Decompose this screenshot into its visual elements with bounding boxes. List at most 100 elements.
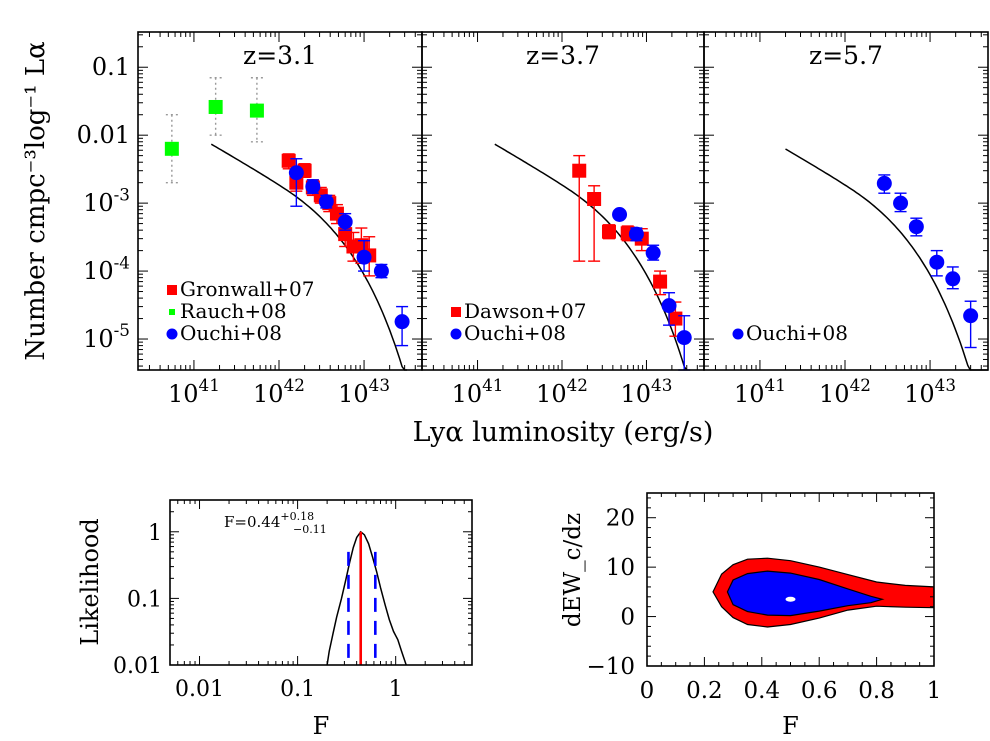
y-tick-label: 0.01	[113, 654, 162, 679]
x-tick-label: 1	[389, 677, 403, 702]
ticks-3	[704, 32, 988, 370]
x-tick-label-exp: 43	[935, 375, 956, 395]
legend-square	[451, 307, 461, 317]
contour-inner	[726, 570, 885, 617]
likelihood-curve	[326, 530, 407, 666]
legend-label: Ouchi+08	[746, 321, 848, 345]
data-square	[668, 311, 683, 326]
ticks	[646, 493, 935, 667]
x-tick-label: 1042	[536, 375, 588, 408]
data-square	[164, 141, 179, 156]
x-tick-label: 1043	[904, 375, 956, 408]
legend-label: Ouchi+08	[464, 321, 566, 345]
data-circle	[318, 194, 334, 210]
y-tick-label: 0.01	[77, 121, 130, 149]
data-circle	[337, 214, 353, 230]
panel-title: z=3.7	[526, 41, 600, 70]
panel-title: z=3.1	[243, 41, 317, 70]
x-tick-label-base: 10	[904, 380, 935, 408]
x-tick-label-base: 10	[734, 380, 765, 408]
data-square	[208, 99, 223, 114]
figure-root: 1041 1042 10430.10.0110-310-410-5z=3.1Gron…	[21, 31, 989, 740]
x-axis-label: F	[313, 712, 330, 740]
x-tick-label-exp: 43	[369, 375, 390, 395]
data-square	[587, 192, 602, 207]
data-circle	[963, 308, 979, 324]
x-tick-label: 0.01	[175, 677, 224, 702]
x-tick-label: 0.4	[744, 678, 781, 704]
x-tick-label: 1042	[253, 375, 305, 408]
x-tick-label-base: 10	[168, 380, 199, 408]
data-circle	[929, 254, 945, 270]
y-tick-label: 20	[606, 506, 635, 532]
x-tick-label: 1042	[819, 375, 871, 408]
y-tick-label: 0.1	[92, 53, 130, 81]
legend-label: Dawson+07	[464, 299, 586, 323]
x-tick-label-exp: 43	[651, 375, 672, 395]
x-tick-label: 1043	[338, 375, 390, 408]
x-tick-label-base: 10	[536, 380, 567, 408]
x-tick-label: 0.1	[280, 677, 315, 702]
data-circle	[876, 175, 892, 191]
peak-marker	[785, 596, 796, 602]
data-square	[601, 224, 616, 239]
legend-circle	[732, 328, 744, 340]
legend-square	[167, 285, 177, 295]
y-tick-label: 10-3	[83, 184, 130, 217]
y-tick-label-exp: -4	[114, 252, 130, 272]
y-tick-label: 10-4	[83, 252, 130, 285]
x-tick-label: 1041	[168, 375, 220, 408]
x-tick-label-exp: 42	[284, 375, 305, 395]
x-tick-label: 0	[640, 678, 655, 704]
fit-annotation-sub: −0.11	[293, 523, 327, 536]
legend-circle	[166, 328, 178, 340]
model-curve	[210, 143, 407, 371]
legend-square	[169, 309, 175, 315]
ticks-2	[422, 32, 704, 370]
y-tick-label: 1	[148, 521, 162, 546]
y-tick-label-exp: -3	[114, 184, 130, 204]
y-tick-label: 0	[620, 605, 635, 631]
legend-label: Ouchi+08	[180, 321, 282, 345]
x-tick-label-base: 10	[621, 380, 652, 408]
panel-frame	[646, 492, 935, 667]
x-tick-label-base: 10	[338, 380, 369, 408]
x-axis-label-top: Lyα luminosity (erg/s)	[413, 417, 714, 448]
y-tick-label: 10	[606, 555, 635, 581]
x-tick-label-base: 10	[819, 380, 850, 408]
series-rauch-08	[164, 77, 264, 184]
x-tick-label-exp: 41	[482, 375, 503, 395]
y-tick-label-exp: -5	[114, 320, 130, 340]
legend-label: Gronwall+07	[180, 277, 315, 301]
x-tick-label: 1	[927, 678, 942, 704]
y-axis-label: Likelihood	[76, 518, 104, 645]
y-tick-label: 10-5	[83, 320, 130, 353]
x-tick-label-exp: 42	[567, 375, 588, 395]
contours	[712, 557, 934, 628]
data-circle	[288, 165, 304, 181]
x-tick-label: 0.2	[686, 678, 723, 704]
data-square	[572, 163, 587, 178]
y-axis-label-top: Number cmpc⁻³log⁻¹ Lα	[21, 41, 51, 360]
ticks-1	[138, 32, 422, 370]
y-tick-label-base: 10	[83, 257, 114, 285]
data-circle	[676, 330, 692, 346]
likelihood-panel: 0.01 0.1 1 1 0.1 0.01 F=0.44+0.18 −0.11 F Likelih…	[76, 499, 473, 740]
legend-circle	[450, 328, 462, 340]
x-axis-label: F	[782, 712, 799, 740]
fit-annotation-sup: +0.18	[280, 510, 314, 523]
y-tick-label-base: 10	[83, 325, 114, 353]
y-tick-label: 0.1	[127, 587, 162, 612]
x-tick-label: 0.8	[858, 678, 895, 704]
legend: Ouchi+08	[732, 321, 848, 345]
data-circle	[945, 271, 961, 287]
fit-annotation-base: F=0.44	[224, 513, 280, 531]
data-square	[653, 274, 668, 289]
x-tick-label-exp: 41	[199, 375, 220, 395]
panel-frame	[703, 31, 989, 371]
